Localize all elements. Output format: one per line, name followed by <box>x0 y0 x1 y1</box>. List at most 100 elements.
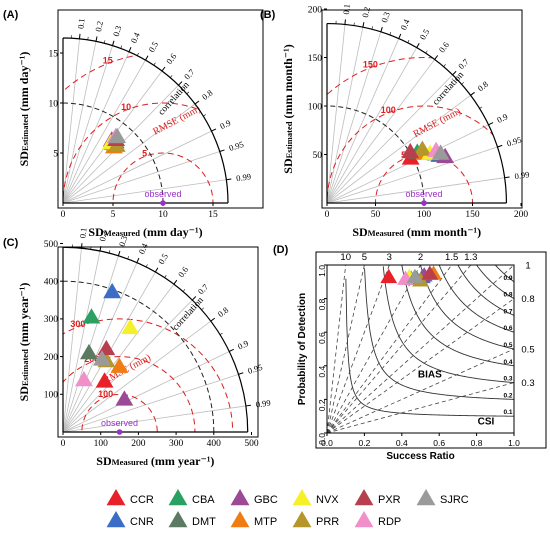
csi-curve <box>345 278 514 417</box>
x-tick-label: 0.0 <box>321 438 333 448</box>
correlation-ray <box>62 59 146 204</box>
correlation-minor-tick <box>99 248 101 252</box>
outer-arc <box>326 22 508 204</box>
data-point-triangle <box>354 511 374 528</box>
correlation-ray <box>326 31 382 204</box>
data-point-triangle <box>230 511 250 528</box>
x-tick-label: 200 <box>131 439 146 449</box>
correlation-minor-tick <box>488 123 492 126</box>
legend-item: PXR <box>354 489 401 506</box>
y-axis-label: SDEstimated (mm day⁻¹) <box>17 52 31 167</box>
y-tick-label: 0.8 <box>317 298 327 310</box>
x-tick-label: 300 <box>169 439 184 449</box>
correlation-minor-tick <box>416 44 419 48</box>
correlation-ray <box>326 74 453 204</box>
correlation-ray <box>326 59 435 204</box>
correlation-minor-tick <box>136 259 139 263</box>
panel-label: (C) <box>3 237 19 249</box>
correlation-title: correlation <box>171 295 206 332</box>
rmse-arcs <box>63 52 228 203</box>
correlation-minor-tick <box>210 319 214 322</box>
correlation-minor-tick <box>461 82 465 85</box>
correlation-tick <box>226 178 232 181</box>
csi-curve <box>401 265 514 367</box>
rmse-label: 150 <box>363 60 378 70</box>
bias-line <box>327 265 347 433</box>
correlation-minor-tick <box>127 256 129 260</box>
correlation-minor-tick <box>203 114 206 117</box>
correlation-ray <box>62 38 80 204</box>
x-tick-label: 5 <box>111 210 116 220</box>
correlation-tick-label: 0.1 <box>341 3 352 15</box>
correlation-tick-label: 0.95 <box>246 362 263 376</box>
rmse-label: 10 <box>121 102 131 112</box>
reference-sd-arc <box>326 105 425 204</box>
x-tick-label: 1.0 <box>508 438 520 448</box>
legend-label: PXR <box>378 494 401 506</box>
rmse-title: RMSE (mm) <box>412 106 463 140</box>
correlation-minor-tick <box>219 150 223 152</box>
x-axis-label: SDMeasured (mm year⁻¹) <box>96 454 214 468</box>
correlation-minor-tick <box>186 91 190 95</box>
correlation-minor-tick <box>219 332 223 335</box>
correlation-minor-tick <box>120 45 123 49</box>
correlation-ray <box>326 177 505 204</box>
bias-label: 5 <box>362 252 367 263</box>
correlation-tick-label: 0.6 <box>437 40 451 55</box>
bias-line <box>327 348 514 433</box>
correlation-tick-label: 0.2 <box>97 230 109 242</box>
rmse-arc <box>327 57 507 203</box>
correlation-ray <box>62 51 130 204</box>
data-point-triangle <box>292 489 312 506</box>
correlation-tick-label: 0.4 <box>398 17 412 31</box>
csi-label: 0.3 <box>503 376 512 383</box>
data-point-triangle <box>406 268 424 284</box>
correlation-ray <box>62 250 101 433</box>
x-tick-label: 0.2 <box>358 438 370 448</box>
correlation-tick-label: 0.2 <box>93 20 105 32</box>
outer-arc <box>62 246 249 433</box>
correlation-minor-tick <box>380 28 383 32</box>
csi-title: CSI <box>478 417 495 428</box>
x-tick-label: 15 <box>208 210 218 220</box>
correlation-tick-label: 0.9 <box>495 111 509 125</box>
data-point-triangle <box>431 144 450 160</box>
correlation-tick-label: 0.9 <box>236 338 250 352</box>
legend-item: DMT <box>168 511 216 528</box>
correlation-ray <box>62 248 82 433</box>
y-tick-label: 10 <box>49 99 59 109</box>
correlation-tick <box>245 404 251 407</box>
bias-label: 1.3 <box>464 252 477 263</box>
correlation-tick-label: 0.6 <box>164 51 178 66</box>
correlation-minor-tick <box>211 129 215 132</box>
correlation-minor-tick <box>182 289 186 292</box>
correlation-tick-label: 0.4 <box>136 241 150 255</box>
correlation-title: correlation <box>431 70 466 107</box>
legend-label: RDP <box>378 516 401 528</box>
data-point-triangle <box>292 511 312 528</box>
data-point-triangle <box>93 350 111 366</box>
correlation-ray <box>62 130 212 204</box>
legend-label: CBA <box>192 494 215 506</box>
rmse-label: 300 <box>70 319 85 329</box>
data-point-triangle <box>230 489 250 506</box>
correlation-minor-tick <box>229 349 233 352</box>
data-point-triangle <box>168 489 188 506</box>
bias-label: 1 <box>525 260 530 271</box>
csi-curve <box>494 265 514 283</box>
correlation-minor-tick <box>389 31 392 36</box>
csi-label: 0.5 <box>503 342 512 349</box>
correlation-minor-tick <box>153 62 156 66</box>
csi-label: 0.9 <box>503 275 512 282</box>
data-point-triangle <box>106 489 126 506</box>
legend-item: NVX <box>292 489 339 506</box>
panel-frame <box>321 9 523 209</box>
y-tick-label: 1.0 <box>317 265 327 277</box>
csi-curve <box>382 266 514 384</box>
legend-label: CCR <box>130 494 154 506</box>
y-tick-label: 0.0 <box>317 433 327 445</box>
correlation-tick-label: 0.1 <box>77 227 88 239</box>
correlation-minor-tick <box>155 269 158 273</box>
bias-line <box>327 265 514 433</box>
x-tick-label: 200 <box>514 210 529 220</box>
